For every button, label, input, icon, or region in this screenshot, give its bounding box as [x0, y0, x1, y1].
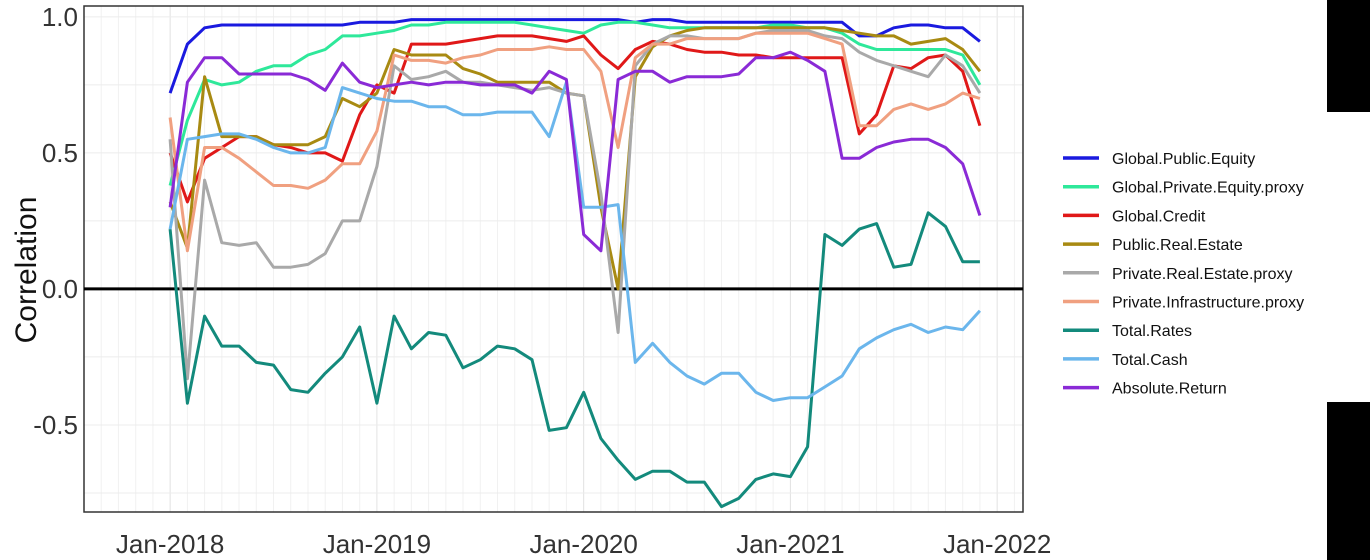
- legend-label: Private.Infrastructure.proxy: [1112, 295, 1304, 312]
- legend-label: Public.Real.Estate: [1112, 237, 1243, 254]
- x-tick-label: Jan-2021: [736, 529, 844, 559]
- series-line-absolute-return: [168, 50, 982, 253]
- series-line-private-infrastructure-proxy: [168, 31, 981, 253]
- x-tick-label: Jan-2018: [116, 529, 224, 559]
- legend-label: Private.Real.Estate.proxy: [1112, 266, 1293, 283]
- series-lines: [168, 18, 982, 509]
- bottom-right-black-bar: [1327, 402, 1370, 560]
- legend: Global.Public.Equity Global.Private.Equit…: [1063, 151, 1304, 398]
- y-tick-label: -0.5: [33, 410, 78, 440]
- x-tick-label: Jan-2020: [529, 529, 637, 559]
- series-line-global-private-equity-proxy: [168, 20, 982, 186]
- y-tick-label: 0.0: [42, 274, 78, 304]
- legend-label: Absolute.Return: [1112, 381, 1227, 398]
- x-tick-label: Jan-2019: [323, 529, 431, 559]
- y-tick-label: 1.0: [42, 2, 78, 32]
- x-tick-labels: Jan-2018 Jan-2019 Jan-2020 Jan-2021 Jan-2022: [116, 529, 1051, 559]
- grid: [83, 6, 1023, 512]
- legend-label: Total.Cash: [1112, 352, 1188, 369]
- y-tick-labels: -0.5 0.0 0.5 1.0: [33, 2, 78, 440]
- series-line-private-real-estate-proxy: [168, 29, 982, 381]
- legend-label: Global.Public.Equity: [1112, 151, 1255, 168]
- legend-label: Global.Credit: [1112, 208, 1206, 225]
- y-tick-label: 0.5: [42, 138, 78, 168]
- legend-label: Global.Private.Equity.proxy: [1112, 180, 1304, 197]
- y-axis-label: Correlation: [10, 197, 43, 344]
- series-line-global-public-equity: [168, 18, 981, 94]
- x-tick-label: Jan-2022: [943, 529, 1051, 559]
- plot-frame: [83, 5, 1024, 513]
- legend-label: Total.Rates: [1112, 323, 1192, 340]
- top-right-black-bar: [1327, 0, 1370, 112]
- series-line-total-rates: [168, 211, 980, 509]
